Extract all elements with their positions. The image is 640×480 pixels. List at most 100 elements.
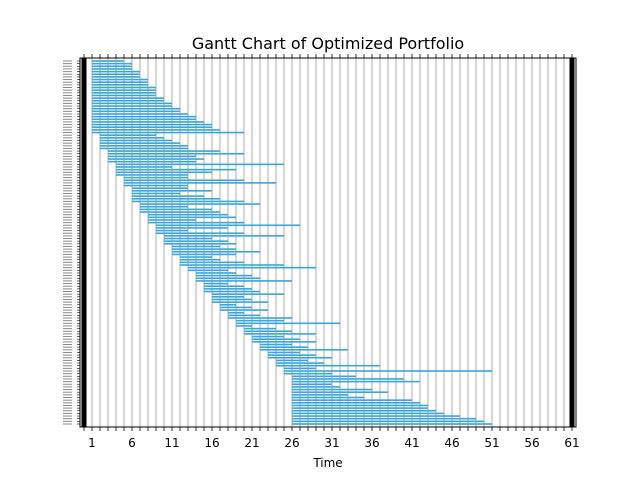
task-bar [92,113,188,115]
task-bar [92,65,132,68]
task-bar [164,235,284,237]
x-tick-label: 6 [128,436,136,450]
task-bar [228,311,244,314]
task-bar [92,107,180,110]
task-bar [132,192,180,195]
task-bar [284,370,492,372]
task-bar [228,317,292,319]
x-tick-label: 11 [164,436,179,450]
task-bar [180,264,284,266]
task-bar [220,306,252,309]
task-bar [164,237,212,240]
task-bar [92,91,156,94]
task-bar [92,129,220,131]
task-bar [244,330,292,333]
task-bar [132,187,188,189]
task-bar [228,314,260,317]
task-bar [292,391,388,394]
task-bar [116,166,172,168]
x-tick-label: 31 [324,436,339,450]
task-bar [292,375,356,378]
task-bar [116,163,284,166]
task-bar [108,158,204,160]
task-bar [172,253,236,256]
task-bar [252,341,316,343]
task-bar [108,152,244,155]
task-bar [204,282,228,285]
task-bar [292,394,348,396]
task-bar [292,420,484,423]
task-bar [212,296,244,298]
task-bar [100,142,180,144]
task-bar [292,386,340,388]
task-bar [204,285,244,288]
task-bar [108,160,196,163]
task-bar [244,327,276,330]
task-bar [124,179,244,182]
task-bar [292,407,428,409]
task-bar [292,409,436,412]
task-bar [292,415,460,417]
task-bar [236,325,252,327]
task-bar [244,333,316,335]
task-bar [252,335,284,338]
task-bar [172,250,260,253]
task-bar [156,229,188,232]
task-bar [196,272,236,274]
task-bar [108,155,196,158]
task-bar [124,176,188,179]
task-bar [92,86,156,89]
task-bar [148,219,196,221]
task-bar [92,118,196,121]
task-bar [268,356,332,359]
task-bar [92,99,164,102]
task-bar [100,147,188,150]
task-bar [212,301,268,303]
task-bar [132,200,244,203]
task-bar [92,81,148,83]
task-bar [148,216,236,219]
task-bar [92,62,132,65]
task-bar [140,203,260,205]
task-bar [196,274,252,277]
task-bar [292,383,332,386]
x-tick-label: 51 [484,436,499,450]
task-bar [292,399,412,401]
task-bar [212,293,284,295]
task-bar [188,269,228,272]
plot-frame [79,57,577,428]
task-bar [276,362,324,364]
task-bar [204,290,260,293]
task-bar [268,351,300,354]
task-bar [92,110,180,113]
task-bar [260,343,292,346]
task-bar [92,131,244,134]
task-bar [92,76,140,78]
task-bar [148,221,244,224]
task-bar [92,115,196,118]
task-bar [116,171,212,174]
task-bar [92,105,172,107]
task-bar [140,205,188,208]
task-bar [124,182,276,184]
task-bar [92,68,132,70]
task-bar [100,139,172,142]
task-bar [116,174,188,176]
task-bar [188,266,316,269]
task-bar [132,195,204,197]
task-bar [132,197,220,200]
task-bar [220,303,236,306]
x-tick-label: 46 [444,436,459,450]
task-bar [92,84,148,86]
task-bar [292,402,420,404]
task-bar [172,248,236,250]
task-bar [292,378,404,380]
x-axis-label: Time [312,456,342,470]
x-tick-label: 36 [364,436,379,450]
x-tick-label: 61 [564,436,579,450]
task-bar [140,208,212,211]
task-bar [92,60,124,62]
task-bar [236,319,284,322]
task-bar [92,70,140,73]
task-bar [156,232,244,235]
